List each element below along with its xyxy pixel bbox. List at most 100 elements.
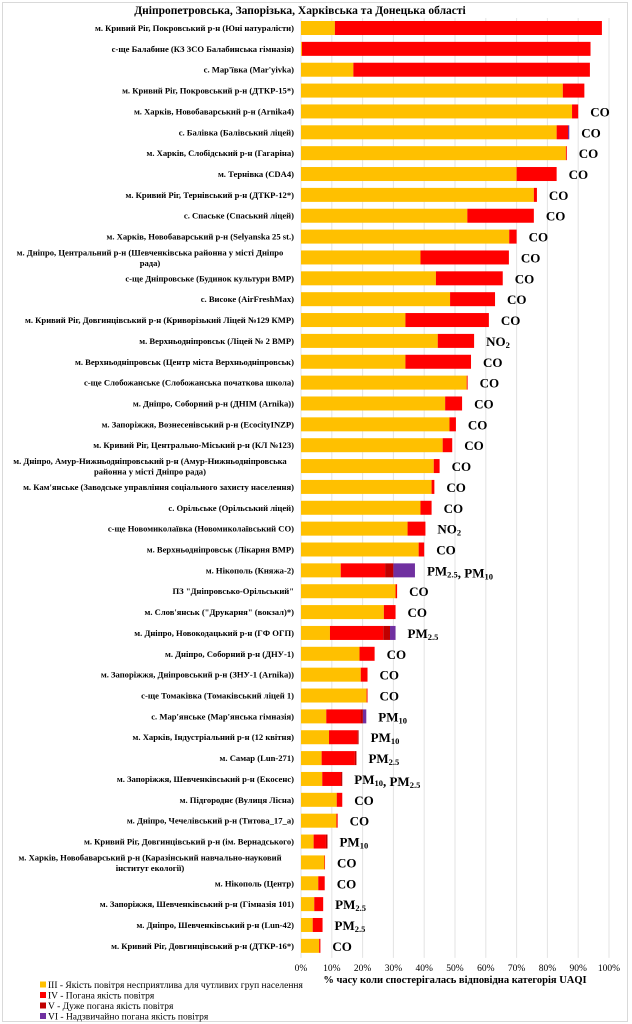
category-label: м. Верхньодніпровськ (Ліцей № 2 ВМР): [139, 336, 294, 346]
bar-segment-4: [318, 876, 325, 891]
category-label-line: ПЗ "Дніпровсько-Орільський": [172, 586, 294, 596]
legend-swatch: [40, 1002, 46, 1009]
pollutant-annotation: CO: [529, 230, 549, 245]
bar-segment-4: [329, 730, 358, 745]
bar-segment-4: [301, 41, 591, 56]
category-label: м. Підгороднє (Вулиця Лісна): [180, 795, 294, 805]
pollutant-annotation: CO: [483, 355, 503, 370]
bar-segment-4: [509, 229, 517, 244]
bar-segment-3: [301, 584, 396, 599]
pollutant-annotation: CO: [468, 417, 488, 432]
bar-segment-3: [301, 41, 302, 56]
category-label-line: м. Кам'янське (Заводське управління соці…: [23, 482, 294, 492]
bar-segment-3: [301, 271, 436, 286]
category-label: м. Дніпро, Новокодацький р-н (ГФ ОГП): [134, 628, 294, 638]
pollutant-annotation: PM10: [378, 709, 407, 725]
category-label-line: м. Дніпро, Центральний р-н (Шевченківськ…: [17, 247, 284, 257]
pollutant-annotation: CO: [354, 793, 374, 808]
pollutant-annotation: CO: [515, 271, 535, 286]
chart-title: Дніпропетровська, Запорізька, Харківська…: [134, 5, 466, 17]
category-label-line: с. Високе (AirFreshMax): [201, 294, 294, 304]
pollutant-annotation: PM2.5, PM10: [427, 563, 493, 581]
pollutant-annotation: CO: [579, 146, 599, 161]
bar-segment-4: [437, 333, 475, 348]
x-tick-label: 70%: [508, 964, 526, 974]
bar-segment-4: [336, 813, 338, 828]
pollutant-annotation: NO2: [437, 522, 461, 538]
bar-segment-4: [353, 62, 590, 77]
bar-segment-3: [301, 897, 315, 912]
legend: III - Якість повітря несприятлива для чу…: [40, 981, 304, 1023]
category-labels: м. Кривий Ріг, Покровський р-н (Юні нату…: [13, 23, 294, 951]
pollutant-annotation: CO: [549, 188, 569, 203]
legend-swatch: [40, 1013, 46, 1019]
category-label-line: м. Самар (Lun-271): [220, 753, 295, 763]
x-tick-label: 50%: [446, 964, 464, 974]
category-label-line: с. Орільське (Орільський ліцей): [168, 503, 294, 513]
category-label-line: м. Дніпро, Соборний р-н (ДНУ-1): [165, 649, 294, 659]
category-label-line: м. Запоріжжя, Дніпровський р-н (ЗНУ-1 (A…: [101, 670, 294, 680]
category-label: с-ще Дніпровське (Будинок культури ВМР): [125, 273, 294, 283]
bar-segment-5: [341, 771, 343, 786]
pollutant-annotation: CO: [546, 209, 566, 224]
pollutant-annotation: CO: [446, 480, 466, 495]
pollutant-annotation: CO: [501, 313, 521, 328]
category-label: м. Тернівка (CDA4): [218, 169, 294, 179]
category-label-line: м. Харків, Індустріальний р-н (12 квітня…: [133, 732, 295, 742]
category-label: м. Слов'янськ ("Друкарня" (вокзал)*): [144, 607, 294, 617]
bar-segment-4: [516, 167, 557, 182]
bar-segment-4: [572, 104, 579, 119]
pollutant-annotation: CO: [332, 939, 352, 954]
bar-segment-4: [340, 563, 386, 578]
bar-segment-3: [301, 605, 384, 620]
bar-segment-4: [324, 855, 326, 870]
category-label: м. Харків, Новобаварський р-н (Selyanska…: [106, 232, 294, 242]
category-label-line: м. Тернівка (CDA4): [218, 169, 294, 179]
category-label: с. Високе (AirFreshMax): [201, 294, 294, 304]
category-label-line: с. Балівка (Балівський ліцей): [179, 127, 294, 137]
category-label: с. Спаське (Спаський ліцей): [184, 211, 294, 221]
pollutant-annotation: PM2.5: [335, 897, 366, 913]
x-tick-label: 100%: [598, 964, 620, 974]
category-label: с-ще Балабине (КЗ ЗСО Балабинська гімназ…: [112, 44, 294, 54]
category-label-line: м. Дніпро, Шевченківський р-н (Lun-42): [136, 920, 294, 930]
category-label-line: с-ще Томаківка (Томаківський ліцей 1): [141, 691, 294, 701]
bar-segment-3: [301, 938, 320, 953]
category-label-line: м. Підгороднє (Вулиця Лісна): [180, 795, 294, 805]
category-label: м. Нікополь (Княжа-2): [206, 565, 294, 575]
x-axis-label: % часу коли спостерігалась відповідна ка…: [323, 975, 586, 986]
category-label: м. Кривий Ріг, Довгинцівський р-н (ДТКР-…: [111, 941, 294, 951]
category-label: м. Дніпро, Центральний р-н (Шевченківськ…: [17, 247, 284, 267]
bar-segment-4: [556, 125, 569, 140]
category-label: м. Кривий Ріг, Центрально-Міський р-н (К…: [93, 440, 294, 450]
pollutant-annotation: CO: [474, 396, 494, 411]
bar-segment-5: [360, 709, 363, 724]
bar-segment-4: [405, 313, 489, 328]
bar-segment-3: [301, 229, 510, 244]
pollutant-annotation: NO2: [486, 334, 510, 350]
bar-segment-4: [314, 897, 324, 912]
bar-segment-4: [450, 292, 496, 307]
bar-segment-4: [326, 709, 361, 724]
category-label-line: м. Запоріжжя, Шевченківський р-н (Гімназ…: [100, 899, 294, 909]
bar-segment-3: [301, 542, 419, 557]
bar-segment-4: [313, 834, 326, 849]
bar-segment-4: [383, 605, 396, 620]
category-label-line: м. Кривий Ріг, Покровський р-н (ДТКР-15*…: [122, 86, 294, 96]
category-label-line: інститут екології): [116, 863, 185, 873]
bar-segment-3: [301, 125, 557, 140]
category-label: м. Дніпро, Амур-Нижньодніпровський р-н (…: [13, 456, 287, 477]
bar-segment-6: [362, 709, 367, 724]
category-label-line: м. Дніпро, Соборний р-н (ДНІМ (Arnika)): [133, 398, 294, 408]
pollutant-annotation: CO: [380, 668, 400, 683]
bar-segment-4: [312, 917, 323, 932]
pollutant-annotation: CO: [408, 605, 428, 620]
category-label-line: м. Дніпро, Чечелівський р-н (Титова_17_а…: [127, 816, 294, 826]
bar-segment-4: [366, 688, 368, 703]
bar-segment-3: [301, 625, 330, 640]
category-label: с. Мар'ївка (Mar'yivka): [204, 65, 295, 75]
pollutant-annotation: PM2.5: [368, 751, 399, 767]
category-label-line: с. Мар'ївка (Mar'yivka): [204, 65, 295, 75]
bar-segment-4: [562, 83, 585, 98]
